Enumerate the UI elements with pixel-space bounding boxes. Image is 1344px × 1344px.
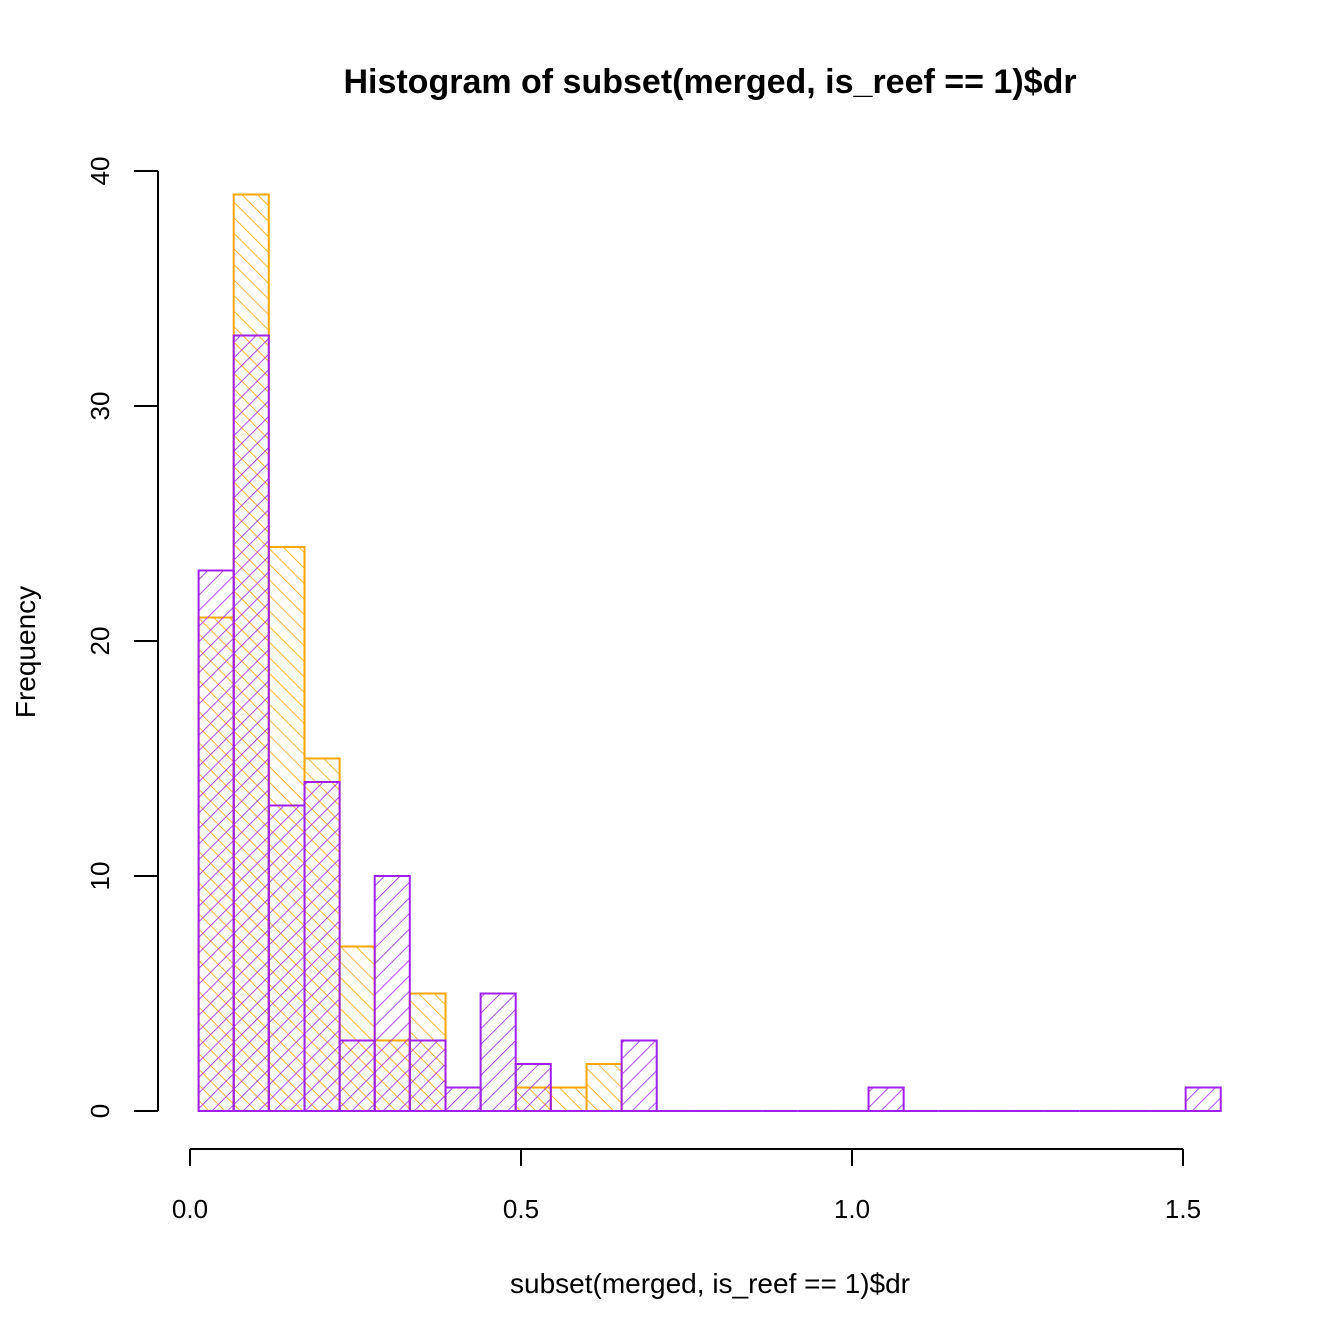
y-tick-label: 10: [85, 862, 115, 891]
y-tick-label: 40: [85, 157, 115, 186]
histogram-bar: [1184, 1086, 1222, 1112]
histogram-bar: [444, 1086, 482, 1112]
y-axis: 0 10 20 30 40: [85, 157, 159, 1118]
y-axis-label: Frequency: [10, 586, 41, 718]
histogram-bar: [549, 1086, 588, 1112]
histogram-bar: [232, 334, 270, 1112]
x-tick-label: 1.0: [834, 1194, 870, 1224]
histogram-bar: [338, 1039, 376, 1112]
histogram-bars: [197, 193, 1222, 1112]
histogram-bar: [373, 875, 411, 1112]
histogram-bar: [197, 569, 235, 1112]
x-tick-label: 0.0: [172, 1194, 208, 1224]
histogram-bar: [514, 1063, 552, 1112]
histogram-bar: [585, 1063, 623, 1112]
histogram-bar: [867, 1086, 905, 1112]
histogram-bar: [620, 1039, 658, 1112]
y-tick-label: 20: [85, 627, 115, 656]
x-tick-label: 1.5: [1165, 1194, 1201, 1224]
y-tick-label: 30: [85, 392, 115, 421]
histogram-bar: [479, 992, 517, 1112]
chart-title: Histogram of subset(merged, is_reef == 1…: [343, 63, 1076, 101]
histogram-bar: [408, 1039, 447, 1112]
x-axis: 0.0 0.5 1.0 1.5: [172, 1148, 1201, 1224]
y-tick-label: 0: [85, 1104, 115, 1118]
histogram-bar: [303, 781, 341, 1112]
histogram-bar: [267, 804, 306, 1112]
x-axis-label: subset(merged, is_reef == 1)$dr: [510, 1268, 910, 1299]
x-tick-label: 0.5: [503, 1194, 539, 1224]
